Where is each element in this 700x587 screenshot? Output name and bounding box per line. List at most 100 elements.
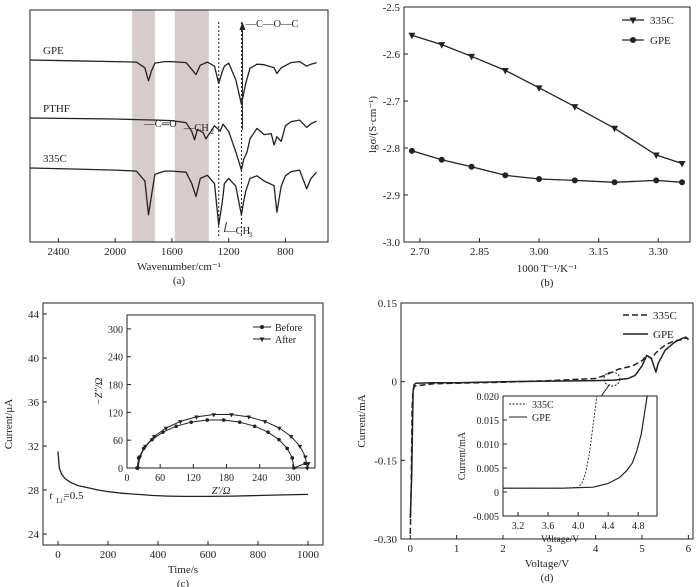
point-gpe-3	[502, 172, 509, 179]
nyquist-before-point-15	[292, 466, 296, 470]
panel-a-xlabel: Wavenumber/cm⁻¹	[137, 261, 221, 273]
nyquist-after-point-5	[178, 420, 183, 425]
inset-lsv-gpe	[503, 395, 648, 489]
b-xtick-3-label: 3.15	[589, 246, 609, 258]
transference-sub: Li⁺	[57, 497, 67, 505]
b-ytick-4-label: -2.9	[383, 190, 401, 202]
lsv-gpe	[409, 336, 689, 519]
nyquist-before-point-12	[277, 437, 281, 442]
inset-c-frame	[126, 314, 316, 469]
b-ytick-1-label: -2.6	[383, 49, 401, 61]
panel-c-frame	[42, 302, 324, 546]
c-ytick-3-label: 36	[28, 397, 40, 409]
nyquist-before-point-6	[189, 420, 194, 424]
a-xtick-label-1: 2000	[104, 246, 127, 258]
legend-label-d-gpe: GPE	[653, 329, 674, 341]
c-inset-xtick-2-label: 120	[186, 473, 201, 484]
inset-legend-label-after: After	[275, 335, 297, 346]
panel-a-frame	[29, 9, 329, 243]
nyquist-after-point-2	[143, 444, 148, 449]
point-335c-1	[438, 42, 446, 49]
nyquist-before-point-14	[290, 456, 295, 460]
panel-b-label: (b)	[541, 277, 554, 289]
panel-d-xlabel: Voltage/V	[525, 558, 569, 570]
d-xtick-3-label: 3	[547, 543, 553, 555]
nyquist-after-point-13	[297, 444, 303, 449]
annotation-ch2: —CH	[183, 123, 210, 134]
c-ytick-1-label: 28	[28, 485, 40, 497]
spectrum-label-gpe: GPE	[43, 45, 64, 57]
c-ytick-4-label: 40	[28, 353, 40, 365]
c-xtick-3-label: 600	[200, 549, 217, 561]
spectrum-label-335c: 335C	[43, 153, 67, 165]
inset-legend-marker-after	[259, 337, 265, 342]
inset-d-legend-label-gpe: GPE	[532, 413, 551, 424]
d-inset-ytick-3-label: 0.005	[477, 464, 500, 475]
nyquist-after-point-4	[163, 426, 169, 431]
nyquist-after-point-6	[194, 415, 199, 420]
nyquist-after-point-1	[137, 455, 143, 460]
spectrum-pthf	[29, 117, 317, 171]
b-ytick-5-label: -3.0	[383, 237, 401, 249]
c-ytick-0-label: 24	[28, 529, 40, 541]
nyquist-after-point-16	[306, 462, 311, 467]
d-ytick-3-label: -0.30	[374, 534, 397, 546]
nyquist-after-point-10	[262, 420, 268, 425]
coc-arrow-head	[239, 22, 246, 30]
point-gpe-4	[536, 176, 543, 183]
series-line-335c	[411, 34, 683, 165]
legend-label-335c: 335C	[650, 15, 674, 27]
nyquist-after-point-14	[303, 455, 308, 460]
panel-c-xlabel: Time/s	[168, 564, 198, 576]
d-xtick-1-label: 1	[454, 543, 460, 555]
annotation-co: —C═O	[143, 119, 177, 130]
nyquist-after-point-12	[288, 435, 294, 440]
d-ytick-0-label: 0.15	[378, 298, 398, 310]
b-ytick-3-label: -2.8	[383, 143, 401, 155]
nyquist-before-point-10	[252, 424, 257, 429]
point-335c-2	[468, 53, 476, 61]
nyquist-before-point-9	[237, 420, 242, 424]
d-inset-xtick-0-label: 3.2	[512, 521, 525, 532]
c-ytick-2-label: 32	[28, 441, 39, 453]
panel-c-label: (c)	[177, 578, 190, 587]
a-xtick-label-0: 2400	[47, 246, 70, 258]
point-gpe-1	[438, 156, 445, 163]
zoom-pointer	[599, 384, 610, 398]
c-xtick-0-label: 0	[55, 549, 61, 561]
c-inset-xtick-3-label: 180	[219, 473, 234, 484]
inset-d-frame	[502, 395, 658, 517]
c-inset-ytick-3-label: 180	[108, 381, 123, 392]
panel-d-frame	[400, 302, 694, 540]
panel-a-label: (a)	[173, 275, 186, 287]
spectrum-gpe	[29, 59, 317, 105]
point-gpe-0	[408, 147, 415, 154]
nyquist-before-point-5	[174, 424, 179, 429]
inset-c-xlabel: Z′/Ω	[212, 486, 231, 497]
d-ytick-1-label: 0	[392, 377, 398, 389]
nyquist-after-point-8	[229, 413, 234, 418]
point-gpe-5	[571, 177, 578, 184]
nyquist-after-point-0	[135, 466, 141, 471]
d-inset-xtick-3-label: 4.4	[602, 521, 615, 532]
c-inset-xtick-4-label: 240	[252, 473, 267, 484]
nyquist-after-point-9	[246, 415, 252, 420]
nyquist-before-point-11	[266, 430, 270, 434]
c-inset-ytick-5-label: 300	[108, 325, 123, 336]
b-xtick-2-label: 3.00	[529, 246, 549, 258]
b-xtick-1-label: 2.85	[470, 246, 490, 258]
point-gpe-2	[468, 163, 475, 170]
d-inset-ytick-4-label: 0	[494, 488, 499, 499]
point-335c-7	[652, 152, 660, 160]
current-curve	[57, 451, 309, 498]
d-inset-ytick-2-label: 0.010	[477, 440, 500, 451]
point-gpe-7	[653, 177, 660, 184]
inset-legend-marker-before	[260, 325, 264, 329]
c-inset-ytick-0-label: 0	[118, 464, 123, 475]
point-335c-3	[501, 67, 509, 75]
c-xtick-2-label: 400	[150, 549, 167, 561]
c-inset-xtick-0-label: 0	[125, 473, 130, 484]
d-xtick-4-label: 4	[593, 543, 599, 555]
d-inset-xtick-1-label: 3.6	[542, 521, 555, 532]
